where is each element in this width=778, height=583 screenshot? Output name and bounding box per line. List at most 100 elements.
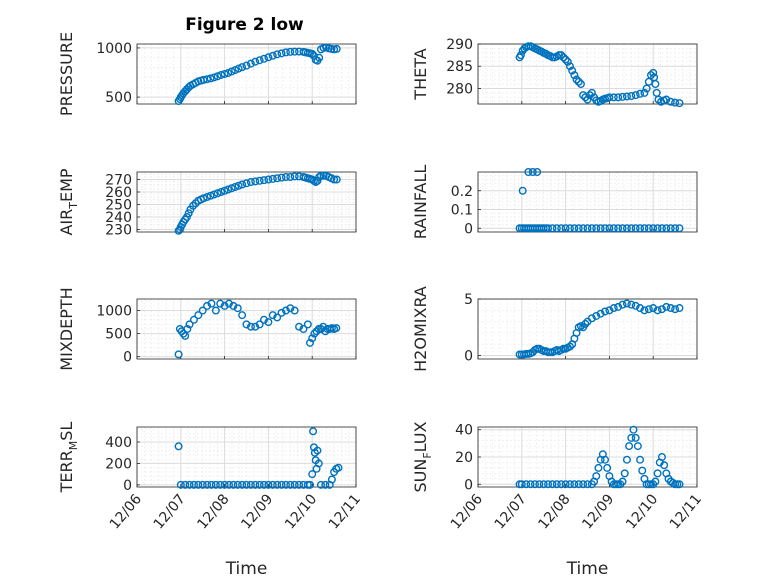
data-point [544,480,553,489]
data-point [310,329,319,338]
data-point [631,91,640,100]
data-point [614,93,623,102]
y-tick-label: 270 [105,173,132,189]
data-point [182,212,191,221]
data-point [281,172,290,181]
data-point [579,224,588,233]
x-tick-label: 12/07 [492,491,530,532]
data-point [651,477,660,486]
data-point [260,315,269,324]
data-point [308,470,317,479]
bottom-right-xlabel: Time [566,559,609,579]
data-point [332,44,341,53]
data-point [319,171,328,180]
data-point [224,185,233,194]
data-point [255,320,264,329]
axes-box [477,43,698,105]
data-point [570,224,579,233]
data-point [559,53,568,62]
data-point [574,224,583,233]
data-point [627,300,636,309]
data-point [203,192,212,201]
y-tick-label: 1000 [96,41,132,57]
data-point [273,174,282,183]
panel-top-right: 280 285 290 THETA [411,37,698,108]
data-point [574,77,583,86]
data-point [207,480,216,489]
data-point [306,480,315,489]
data-point [675,224,684,233]
data-point [290,306,299,315]
data-point [303,320,312,329]
data-point [334,463,343,472]
data-point [640,306,649,315]
data-point [587,224,596,233]
data-point [306,338,315,347]
data-point [295,322,304,331]
top-left-ylabel: PRESSURE [57,32,76,116]
data-point [585,91,594,100]
data-point [583,224,592,233]
data-point [206,191,215,200]
data-point [299,325,308,334]
data-point [286,480,295,489]
data-point [264,53,273,62]
data-point [552,480,561,489]
data-point [657,224,666,233]
data-point [251,57,260,66]
y-tick-label: 500 [105,90,132,106]
data-point [176,480,185,489]
data-point [213,72,222,81]
data-point [203,75,212,84]
data-point [662,224,671,233]
data-point [229,480,238,489]
data-point [528,167,537,176]
data-point [281,306,290,315]
data-point [516,51,525,60]
data-point [185,480,194,489]
data-point [609,304,618,313]
data-point [594,463,603,472]
data-point [671,305,680,314]
data-point [618,224,627,233]
data-point [653,224,662,233]
y-tick-label: 400 [105,435,132,451]
data-point [238,480,247,489]
data-point [572,75,581,84]
data-point [203,480,212,489]
axes-box [477,298,698,360]
data-point [321,327,330,336]
data-point [327,475,336,484]
data-point [605,306,614,315]
data-point [535,480,544,489]
data-point [653,469,662,478]
data-point [570,480,579,489]
data-point [217,70,226,79]
top-right-ylabel: THETA [411,48,430,100]
data-point [231,182,240,191]
data-point [517,480,526,489]
data-point [565,224,574,233]
data-point [605,93,614,102]
data-point [207,299,216,308]
data-point [544,224,553,233]
data-point [206,74,215,83]
data-point [609,224,618,233]
data-point [601,307,610,316]
second-left-ylabel: AIRTEMP [57,168,80,235]
data-point [581,319,590,328]
y-tick-label: 285 [446,59,473,75]
data-point [313,446,322,455]
data-point [653,306,662,315]
y-tick-label: 0 [123,350,132,366]
data-point [189,480,198,489]
data-point [316,480,325,489]
data-point [260,176,269,185]
data-point [533,167,542,176]
data-point [522,480,531,489]
data-point [636,304,645,313]
data-point [238,180,247,189]
data-point [649,304,658,313]
data-point [618,300,627,309]
data-point [587,314,596,323]
